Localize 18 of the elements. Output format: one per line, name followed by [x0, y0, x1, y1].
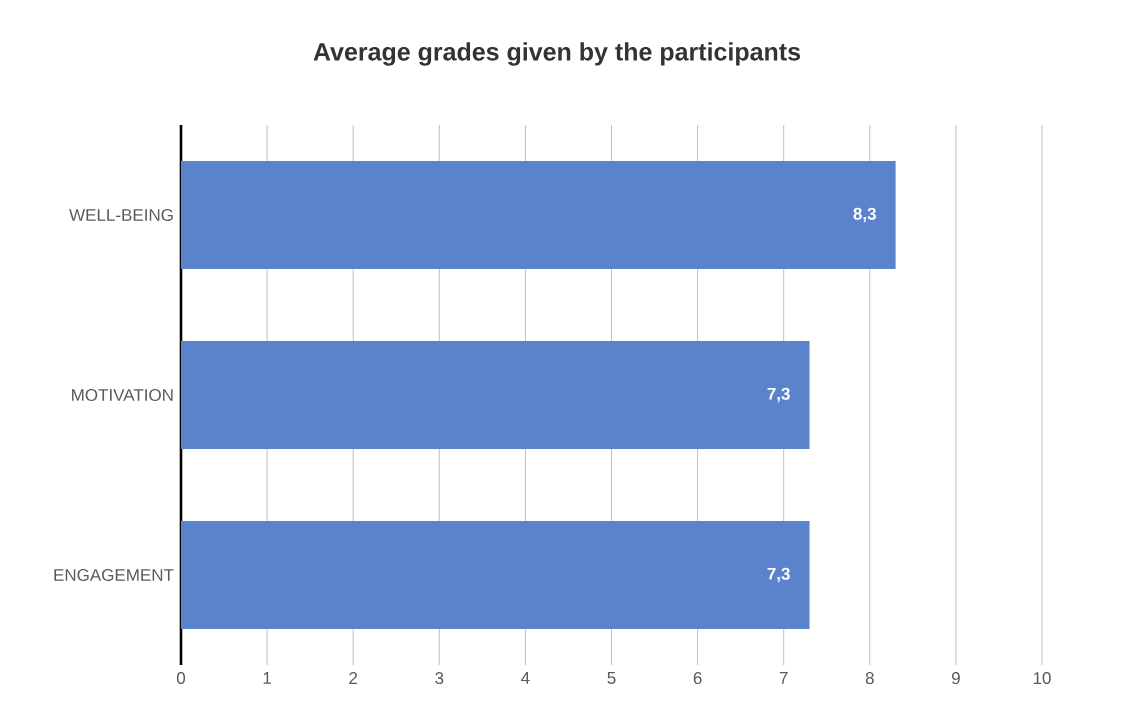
- x-tick-label: 0: [176, 672, 186, 685]
- data-label: 7,3: [767, 567, 790, 583]
- x-tick-label: 6: [693, 672, 702, 685]
- x-tick-label: 8: [865, 672, 874, 685]
- x-tick-label: 7: [779, 672, 788, 684]
- x-tick-label: 5: [607, 672, 616, 684]
- x-tick-label: 2: [349, 672, 358, 684]
- x-tick-label: 9: [951, 672, 960, 685]
- y-tick-label: MOTIVATION: [72, 388, 173, 402]
- x-tick-label: 1: [263, 672, 271, 684]
- x-tick-label: 4: [521, 672, 530, 684]
- data-label: 7,3: [767, 387, 790, 403]
- y-tick-label: ENGAGEMENT: [54, 568, 174, 581]
- x-tick-label: 10: [1033, 672, 1051, 685]
- y-tick-label: WELL-BEING: [69, 208, 173, 222]
- x-tick-label: 3: [435, 672, 444, 685]
- data-label: 8,3: [853, 207, 876, 223]
- chart-title: Average grades given by the participants: [313, 42, 801, 66]
